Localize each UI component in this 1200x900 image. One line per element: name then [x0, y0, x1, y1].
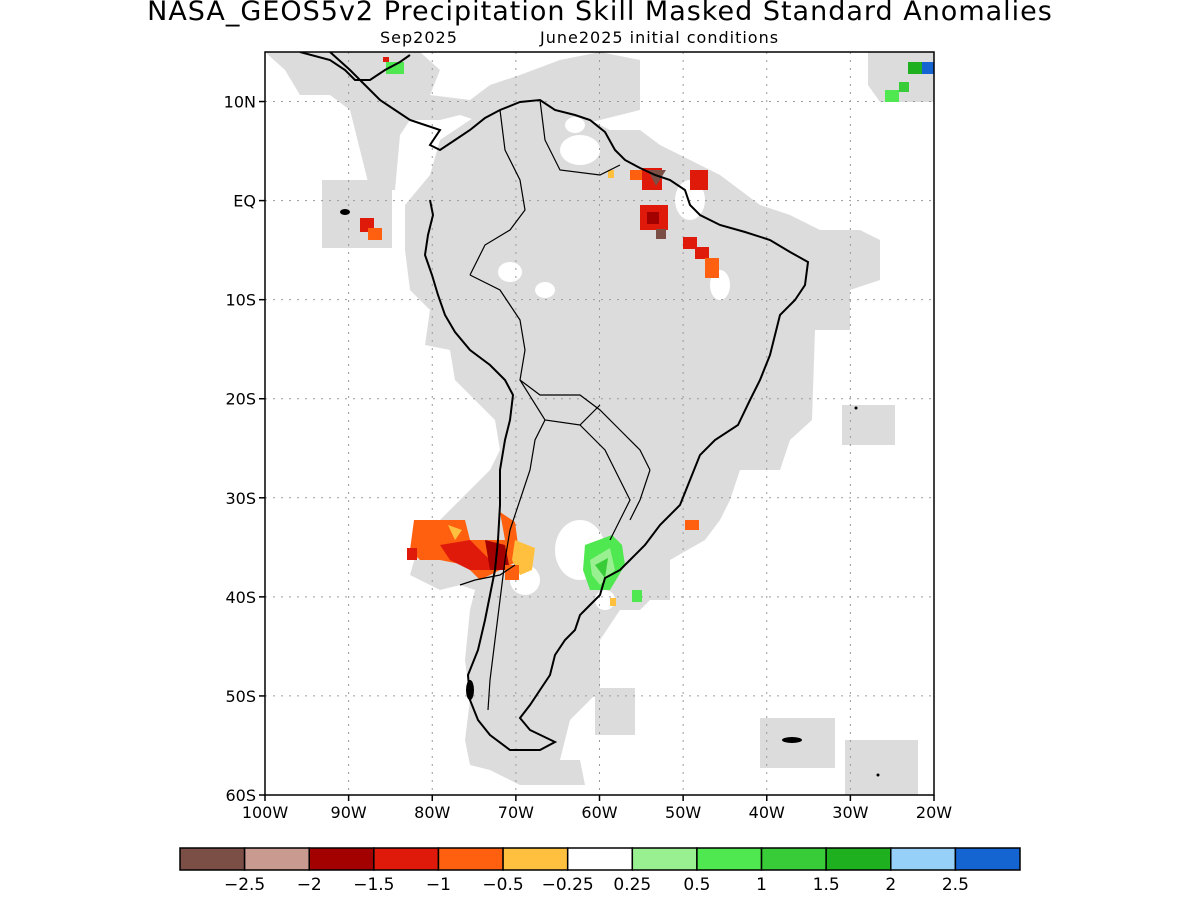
- colorbar-label: 2.5: [942, 875, 969, 895]
- colorbar-label: 1: [756, 875, 767, 895]
- anomaly-patch: [690, 170, 708, 190]
- lon-tick-label: 80W: [414, 803, 450, 822]
- colorbar-label: 0.5: [683, 875, 710, 895]
- anomaly-patch: [386, 62, 404, 74]
- lon-tick-label: 70W: [498, 803, 534, 822]
- lat-tick-label: 50S: [225, 687, 256, 706]
- colorbar-label: 2: [885, 875, 896, 895]
- colorbar-swatch: [566, 847, 634, 871]
- anomaly-patch: [685, 520, 699, 530]
- islands: [340, 209, 880, 777]
- anomaly-patch: [695, 247, 709, 259]
- colorbar-label: −0.5: [482, 875, 523, 895]
- colorbar-swatch: [179, 847, 246, 871]
- anomaly-patch: [899, 82, 909, 92]
- colorbar-swatch: [502, 847, 569, 871]
- colorbar-swatch: [890, 847, 957, 871]
- lon-tick-label: 40W: [749, 803, 785, 822]
- colorbar-label: −2: [297, 875, 322, 895]
- anomaly-patch: [608, 170, 614, 178]
- anomaly-patch: [632, 590, 642, 602]
- anomaly-patch: [683, 237, 697, 249]
- anomaly-patch: [407, 548, 417, 560]
- anomaly-patch: [647, 212, 659, 224]
- anomaly-patch: [440, 540, 500, 570]
- colorbar-swatch: [825, 847, 892, 871]
- lon-tick-label: 90W: [331, 803, 367, 822]
- lat-tick-label: 60S: [225, 786, 256, 805]
- colorbar-label: 1.5: [813, 875, 840, 895]
- anomaly-patch: [448, 525, 462, 540]
- colorbar-swatch: [760, 847, 827, 871]
- lon-tick-label: 50W: [665, 803, 701, 822]
- anomaly-patch: [368, 228, 382, 240]
- lat-tick-label: 40S: [225, 588, 256, 607]
- coastline: [299, 52, 810, 751]
- lon-tick-label: 60W: [581, 803, 617, 822]
- colorbar-label: 0.25: [613, 875, 651, 895]
- colorbar-swatch: [696, 847, 763, 871]
- latitude-axis: 10N EQ 10S 20S 30S 40S 50S 60S: [224, 93, 265, 805]
- map-title: NASA_GEOS5v2 Precipitation Skill Masked …: [147, 0, 1053, 27]
- anomaly-patch: [922, 62, 934, 74]
- colorbar-swatch: [373, 847, 440, 871]
- anomaly-patch: [383, 57, 389, 62]
- longitude-axis: 100W 90W 80W 70W 60W 50W 40W 30W 20W: [242, 795, 952, 822]
- colorbar: −2.5 −2 −1.5 −1 −0.5 −0.25 0.25 0.5 1 1.5 2 2.5: [179, 847, 1021, 895]
- anomaly-patch: [656, 229, 666, 239]
- colorbar-label: −0.25: [542, 875, 594, 895]
- initial-conditions-subtitle: June2025 initial conditions: [540, 28, 780, 47]
- colorbar-swatch: [631, 847, 698, 871]
- lat-tick-label: 30S: [225, 489, 256, 508]
- lon-tick-label: 20W: [916, 803, 952, 822]
- lat-tick-label: 20S: [225, 390, 256, 409]
- skill-mask-area: [265, 52, 934, 795]
- lat-tick-label: 10S: [225, 291, 256, 310]
- colorbar-swatch: [243, 847, 310, 871]
- target-month-subtitle: Sep2025: [380, 28, 458, 47]
- lat-tick-label: 10N: [224, 93, 256, 112]
- colorbar-label: −2.5: [224, 875, 265, 895]
- anomaly-patch: [885, 90, 899, 102]
- colorbar-swatch: [437, 847, 504, 871]
- lon-tick-label: 100W: [242, 803, 289, 822]
- anomaly-patch: [595, 558, 608, 578]
- anomaly-patch: [630, 170, 644, 180]
- anomaly-patch: [705, 258, 719, 278]
- colorbar-label: −1.5: [353, 875, 394, 895]
- anomaly-patch: [908, 62, 922, 74]
- colorbar-swatch: [954, 847, 1021, 871]
- anomaly-patch: [610, 598, 616, 606]
- lat-tick-label: EQ: [233, 192, 256, 211]
- lon-tick-label: 30W: [832, 803, 868, 822]
- colorbar-label: −1: [426, 875, 451, 895]
- colorbar-swatch: [308, 847, 375, 871]
